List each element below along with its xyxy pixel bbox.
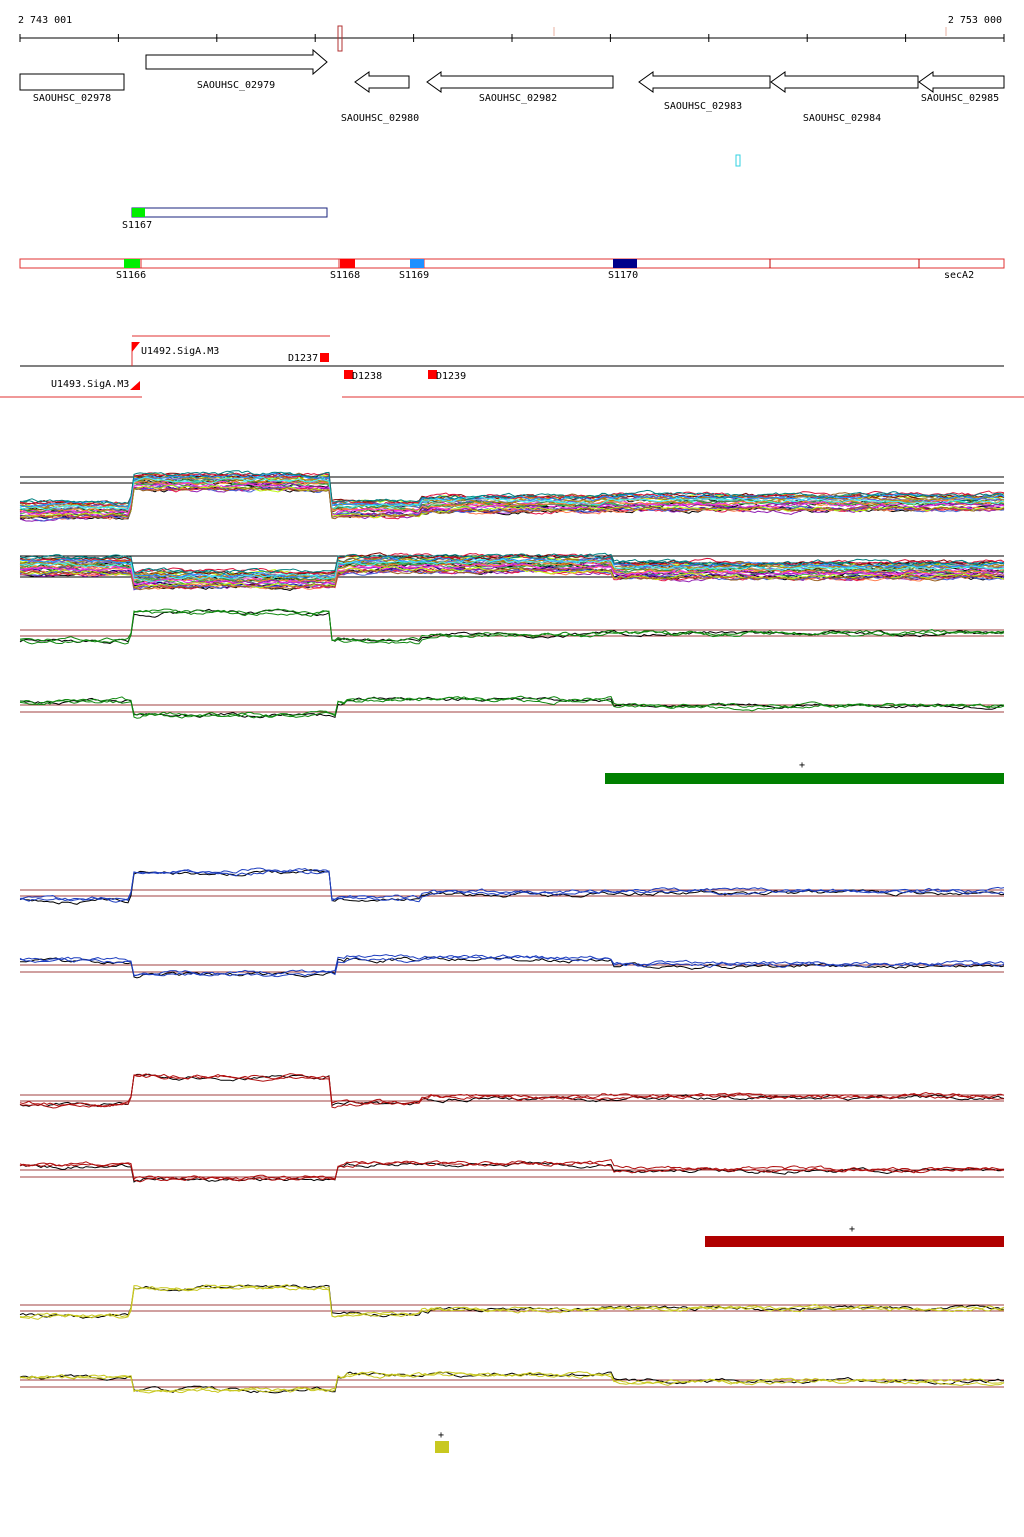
promoter-flag[interactable] <box>130 381 140 390</box>
expression-trace <box>19 552 1005 578</box>
gene-arrow[interactable]: SAOUHSC_02984 <box>770 71 919 124</box>
condition-bar[interactable] <box>705 1236 1004 1247</box>
expression-trace <box>19 608 1005 645</box>
plus-marker: + <box>799 760 805 771</box>
expression-trace <box>19 1161 1005 1183</box>
expression-trace <box>19 563 1005 588</box>
segment-block[interactable] <box>613 259 637 268</box>
segment-block[interactable] <box>410 259 424 268</box>
expression-trace <box>19 1159 1005 1182</box>
gene-arrow[interactable]: SAOUHSC_02983 <box>638 71 771 112</box>
expression-trace <box>19 608 1005 643</box>
expression-trace <box>19 481 1005 516</box>
segment-track-upper: S1167 <box>122 207 328 231</box>
expression-trace <box>19 558 1005 581</box>
expression-trace <box>19 1371 1005 1394</box>
promoter-flag[interactable] <box>132 342 140 352</box>
gene-arrow[interactable]: SAOUHSC_02982 <box>426 71 614 104</box>
expression-trace <box>19 869 1005 905</box>
start-coordinate: 2 743 001 <box>18 15 72 26</box>
expression-trace <box>19 476 1005 511</box>
expression-trace <box>19 696 1005 719</box>
segment-label: S1168 <box>330 270 360 281</box>
gene-label: SAOUHSC_02983 <box>664 101 742 112</box>
expression-trace <box>19 869 1005 903</box>
gene-arrow[interactable]: SAOUHSC_02980 <box>341 71 419 124</box>
expression-trace <box>19 484 1005 519</box>
expression-trace <box>19 1073 1005 1108</box>
gene-label: SAOUHSC_02982 <box>479 93 557 104</box>
expression-trace <box>19 1284 1005 1320</box>
segment-label: secA2 <box>944 270 974 281</box>
plus-marker: + <box>849 1224 855 1235</box>
expression-trace <box>19 695 1005 718</box>
promoter-track: U1492.SigA.M3 U1493.SigA.M3 D1237 D1238 … <box>0 335 1024 398</box>
expression-trace <box>19 558 1005 580</box>
promoter-label: D1237 <box>288 353 318 364</box>
promoter-label: D1239 <box>436 371 466 382</box>
expression-panel <box>19 867 1005 979</box>
promoter-label: U1493.SigA.M3 <box>51 379 129 390</box>
expression-trace <box>19 609 1005 645</box>
condition-markers: + + + <box>435 760 1004 1453</box>
cursor-marker <box>337 25 343 52</box>
gene-label: SAOUHSC_02978 <box>33 93 111 104</box>
expression-trace <box>19 867 1005 902</box>
gene-track: SAOUHSC_02978 SAOUHSC_02979 SAOUHSC_0298… <box>19 48 1005 167</box>
expression-panels <box>19 470 1005 1394</box>
segment-block[interactable] <box>132 208 145 217</box>
segment-block[interactable] <box>340 259 355 268</box>
expression-trace <box>19 486 1005 520</box>
expression-trace <box>19 564 1005 587</box>
expression-trace <box>19 954 1005 977</box>
condition-bar[interactable] <box>435 1441 449 1453</box>
terminator-block[interactable] <box>344 370 353 379</box>
expression-trace <box>19 568 1005 590</box>
segment-block[interactable] <box>124 259 140 268</box>
expression-trace <box>19 553 1005 575</box>
gene-arrow[interactable]: SAOUHSC_02979 <box>145 48 328 91</box>
expression-trace <box>19 556 1005 579</box>
expression-trace <box>19 1286 1005 1319</box>
expression-trace <box>19 1074 1005 1109</box>
gene-label: SAOUHSC_02979 <box>197 80 275 91</box>
terminator-block[interactable] <box>320 353 329 362</box>
expression-trace <box>19 696 1005 719</box>
feature-marker <box>735 154 741 167</box>
segment-label: S1167 <box>122 220 152 231</box>
gene-arrow[interactable]: SAOUHSC_02978 <box>19 73 125 104</box>
expression-trace <box>19 472 1005 508</box>
gene-label: SAOUHSC_02984 <box>803 113 881 124</box>
expression-panel <box>19 470 1005 592</box>
gene-label: SAOUHSC_02980 <box>341 113 419 124</box>
expression-panel <box>19 1284 1005 1394</box>
expression-trace <box>19 481 1005 516</box>
expression-trace <box>19 567 1005 591</box>
expression-panel <box>19 608 1005 719</box>
segment-label: S1170 <box>608 270 638 281</box>
segment-label: S1169 <box>399 270 429 281</box>
expression-trace <box>19 558 1005 583</box>
expression-trace <box>19 956 1005 979</box>
end-coordinate: 2 753 000 <box>948 15 1002 26</box>
coordinate-ruler: 2 743 001 2 753 000 <box>18 15 1005 52</box>
terminator-block[interactable] <box>428 370 437 379</box>
expression-panel <box>19 1073 1005 1183</box>
gene-arrow[interactable]: SAOUHSC_02985 <box>918 71 1005 104</box>
segment-label: S1166 <box>116 270 146 281</box>
promoter-label: U1492.SigA.M3 <box>141 346 219 357</box>
segment-track-lower: S1166 S1168 S1169 S1170 secA2 <box>19 258 1005 281</box>
condition-bar[interactable] <box>605 773 1004 784</box>
expression-trace <box>19 1073 1005 1108</box>
expression-trace <box>19 470 1005 505</box>
gene-label: SAOUHSC_02985 <box>921 93 999 104</box>
expression-trace <box>19 1160 1005 1183</box>
expression-trace <box>19 1371 1005 1394</box>
expression-trace <box>19 1371 1005 1394</box>
promoter-label: D1238 <box>352 371 382 382</box>
plus-marker: + <box>438 1430 444 1441</box>
